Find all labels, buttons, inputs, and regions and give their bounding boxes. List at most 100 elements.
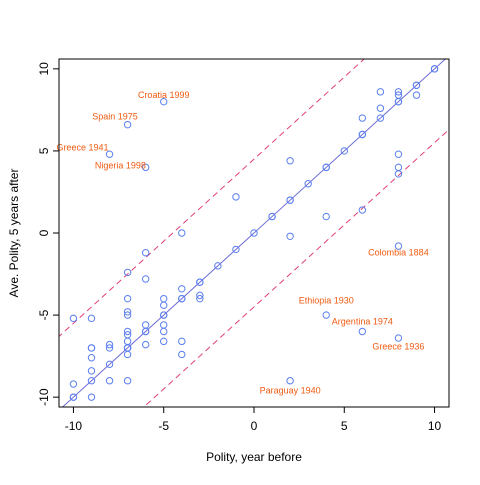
data-point — [123, 327, 132, 336]
data-point — [141, 340, 150, 349]
lower-band-line — [143, 128, 449, 407]
data-point — [430, 65, 439, 73]
data-point — [358, 114, 367, 122]
data-point — [178, 285, 186, 293]
data-point — [286, 157, 294, 165]
data-point — [69, 380, 78, 388]
data-point — [214, 262, 222, 270]
data-point — [394, 334, 403, 342]
data-point — [123, 308, 132, 316]
data-point — [340, 147, 348, 155]
data-point — [196, 294, 204, 303]
data-point — [178, 337, 186, 346]
data-point — [412, 81, 421, 89]
y-axis-label: Ave. Polity, 5 years after — [7, 169, 21, 298]
data-point — [160, 321, 168, 329]
data-point — [394, 88, 403, 96]
data-point — [87, 344, 96, 352]
x-tick-label: -10 — [65, 419, 83, 433]
data-point — [105, 340, 114, 349]
data-point — [376, 114, 385, 122]
data-point — [105, 344, 114, 352]
data-point — [286, 232, 294, 240]
data-point — [123, 350, 132, 359]
data-point — [286, 377, 294, 385]
data-point — [87, 367, 96, 375]
data-point — [376, 104, 385, 112]
data-point — [123, 120, 132, 129]
data-point — [141, 321, 150, 329]
data-point — [123, 331, 132, 339]
data-point — [178, 229, 186, 237]
data-point — [123, 377, 132, 385]
point-annotation: Ethiopia 1930 — [299, 295, 354, 305]
x-axis-label: Polity, year before — [206, 450, 302, 464]
data-point — [412, 91, 421, 99]
data-point — [87, 354, 96, 362]
data-point — [304, 180, 312, 188]
x-tick-label: 5 — [341, 419, 348, 433]
data-point — [196, 291, 204, 300]
point-annotation: Spain 1975 — [92, 111, 138, 121]
x-tick-label: -5 — [158, 419, 169, 433]
data-point — [322, 212, 330, 221]
data-point — [250, 229, 258, 237]
data-point — [69, 314, 78, 323]
point-annotation: Greece 1936 — [372, 341, 424, 351]
data-point — [160, 294, 168, 303]
y-tick-label: 5 — [37, 147, 51, 154]
data-point — [87, 393, 96, 401]
axes: -10 -5 0 5 10 -10 -5 0 5 10 — [37, 62, 442, 433]
data-point — [178, 294, 186, 303]
data-point — [178, 350, 186, 359]
data-point — [123, 294, 132, 303]
data-point — [196, 278, 204, 286]
data-point — [358, 327, 367, 336]
point-annotation: Argentina 1974 — [332, 317, 393, 327]
data-point — [394, 150, 403, 158]
y-tick-label: 0 — [37, 229, 51, 236]
data-point — [141, 163, 150, 172]
y-tick-label: -10 — [37, 388, 51, 406]
point-annotation: Paraguay 1940 — [260, 386, 321, 396]
data-point — [105, 360, 114, 369]
data-point — [232, 245, 240, 254]
data-point — [160, 327, 168, 336]
data-point — [87, 314, 96, 323]
data-point — [105, 150, 114, 158]
data-point — [160, 301, 168, 309]
y-tick-label: -5 — [37, 309, 51, 320]
data-point — [394, 163, 403, 172]
data-point — [123, 337, 132, 346]
data-point — [358, 206, 367, 214]
data-point — [394, 91, 403, 99]
point-annotation: Croatia 1999 — [138, 90, 190, 100]
data-point — [69, 393, 78, 401]
data-point — [123, 311, 132, 319]
data-point — [376, 88, 385, 96]
x-tick-label: 0 — [251, 419, 258, 433]
data-point — [87, 377, 96, 385]
data-points — [69, 65, 439, 401]
point-annotation: Colombia 1884 — [368, 248, 429, 258]
data-point — [160, 311, 168, 319]
data-point — [141, 248, 150, 257]
data-point — [160, 337, 168, 346]
y-tick-label: 10 — [37, 62, 51, 76]
data-point — [358, 130, 367, 139]
data-point — [322, 311, 330, 319]
point-annotation: Nigeria 1998 — [95, 161, 146, 171]
data-point — [123, 268, 132, 277]
point-annotation: Greece 1941 — [56, 143, 108, 153]
data-point — [232, 193, 240, 201]
data-point — [394, 242, 403, 250]
data-point — [141, 275, 150, 283]
data-point — [268, 212, 276, 221]
data-point — [322, 163, 330, 172]
data-point — [160, 97, 168, 106]
upper-band-line — [59, 59, 365, 338]
